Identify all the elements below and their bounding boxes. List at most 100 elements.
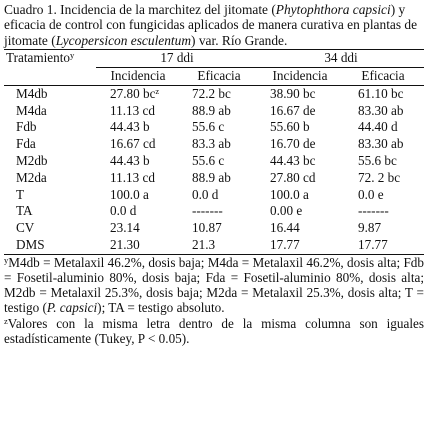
table-body: M4db 27.80 bcz 72.2 bc 38.90 bc 61.10 bc M4da… — [4, 85, 424, 255]
table-row: Fda 16.67 cd 83.3 ab 16.70 de 83.30 ab — [4, 136, 424, 153]
row-value-cell: 88.9 ab — [180, 103, 258, 120]
row-value: 44.43 b — [110, 153, 150, 168]
row-value-cell: 21.30 — [96, 236, 180, 255]
row-value-cell: 55.6 c — [180, 119, 258, 136]
row-value-cell: 83.3 ab — [180, 136, 258, 153]
row-value-cell: 16.67 de — [258, 103, 342, 120]
caption-lead: Cuadro 1. Incidencia de la marchitez del… — [4, 2, 276, 17]
row-value-cell: 0.0 e — [342, 187, 424, 204]
row-treatment: M4db — [16, 85, 48, 101]
row-value: 21.30 — [110, 236, 140, 252]
row-value-cell: 0.0 d — [96, 203, 180, 220]
header-row-sub: Incidencia Eficacia Incidencia Eficacia — [4, 67, 424, 86]
row-value-cell: 0.0 d — [180, 187, 258, 204]
row-value: 44.43 bc — [270, 153, 316, 168]
row-value: 61.10 bc — [358, 85, 404, 101]
row-value-cell: 27.80 cd — [258, 170, 342, 187]
table-row: Fdb 44.43 b 55.6 c 55.60 b 44.40 d — [4, 119, 424, 136]
footnote-z-sup: z — [4, 315, 8, 326]
row-treatment: Fda — [16, 136, 36, 152]
header-efficacy-17: Eficacia — [180, 67, 258, 86]
row-value-cell: 72. 2 bc — [342, 170, 424, 187]
header-efficacy-34: Eficacia — [342, 67, 424, 86]
table-row: M2db 44.43 b 55.6 c 44.43 bc 55.6 bc — [4, 153, 424, 170]
row-value: 11.13 cd — [110, 102, 155, 118]
row-value: 55.60 b — [270, 119, 310, 135]
row-value-cell: 44.40 d — [342, 119, 424, 136]
row-value: 55.6 bc — [358, 153, 397, 168]
row-value-cell: 100.0 a — [258, 187, 342, 204]
row-value: 16.67 cd — [110, 136, 156, 152]
footnote-z-text: Valores con la misma letra dentro de la … — [4, 315, 424, 346]
row-value: 23.14 — [110, 220, 140, 236]
row-value-cell: 44.43 b — [96, 153, 180, 170]
row-value-cell: 10.87 — [180, 220, 258, 237]
row-value-cell: 61.10 bc — [342, 85, 424, 102]
row-value: 21.3 — [192, 236, 216, 252]
row-treatment: M2da — [16, 169, 47, 185]
row-value-cell: 83.30 ab — [342, 136, 424, 153]
row-value-cell: 16.67 cd — [96, 136, 180, 153]
row-value: 44.43 b — [110, 119, 150, 135]
row-value-cell: 27.80 bcz — [96, 85, 180, 102]
row-value-sup: z — [155, 85, 160, 96]
row-value: 0.0 d — [110, 203, 137, 219]
footnote-z: zValores con la misma letra dentro de la… — [4, 316, 424, 346]
table-row: M4da 11.13 cd 88.9 ab 16.67 de 83.30 ab — [4, 103, 424, 120]
footnote-y-text: M4db = Metalaxil 46.2%, dosis baja; M4da… — [4, 254, 424, 316]
table-row: DMS 21.30 21.3 17.77 17.77 — [4, 236, 424, 255]
header-treatment-sup: y — [69, 50, 75, 61]
row-value: 72. 2 bc — [358, 169, 401, 185]
header-group-34ddi: 34 ddi — [258, 49, 424, 69]
row-treatment: M2db — [16, 153, 48, 168]
row-value: 55.6 c — [192, 119, 225, 135]
row-value-cell: 44.43 bc — [258, 153, 342, 170]
row-value-cell: 17.77 — [342, 236, 424, 255]
row-value: 38.90 bc — [270, 85, 316, 101]
caption-middle: ) y eficacia de control con fungicidas a… — [4, 2, 418, 48]
row-value-cell: 55.60 b — [258, 119, 342, 136]
table-caption: Cuadro 1. Incidencia de la marchitez del… — [4, 2, 424, 48]
row-value-cell: 9.87 — [342, 220, 424, 237]
row-value: 100.0 a — [110, 186, 149, 202]
row-value-cell: 55.6 bc — [342, 153, 424, 170]
row-value: 83.30 ab — [358, 102, 404, 118]
table-row: CV 23.14 10.87 16.44 9.87 — [4, 220, 424, 237]
row-value-cell: 23.14 — [96, 220, 180, 237]
footnote-y-text-end: ); TA = testigo absoluto. — [97, 300, 225, 316]
table-row: M4db 27.80 bcz 72.2 bc 38.90 bc 61.10 bc — [4, 85, 424, 102]
header-empty-cell — [4, 67, 96, 86]
row-value-cell: 21.3 — [180, 236, 258, 255]
header-row-groups: Tratamientoy 17 ddi 34 ddi — [4, 49, 424, 69]
row-treatment: DMS — [4, 236, 96, 255]
row-value: 0.00 e — [270, 203, 303, 219]
row-value-cell: 0.00 e — [258, 203, 342, 220]
row-treatment: TA — [16, 203, 33, 219]
table-row: T 100.0 a 0.0 d 100.0 a 0.0 e — [4, 187, 424, 204]
row-value-cell: ------- — [342, 203, 424, 220]
row-value-cell: 16.70 de — [258, 136, 342, 153]
caption-tail: ) var. Río Grande. — [191, 32, 288, 48]
row-value-cell: ------- — [180, 203, 258, 220]
row-value: 16.67 de — [270, 102, 316, 118]
row-value: 11.13 cd — [110, 169, 155, 185]
row-value: 17.77 — [270, 236, 300, 252]
row-value: 10.87 — [192, 220, 222, 236]
row-value: 44.40 d — [358, 119, 398, 135]
row-value: 0.0 e — [358, 186, 384, 202]
header-treatment: Tratamientoy — [4, 49, 96, 68]
row-value: 27.80 bc — [110, 85, 156, 101]
row-value: 55.6 c — [192, 153, 225, 168]
footnote-y-italic: P. capsici — [46, 300, 98, 316]
row-value: ------- — [192, 203, 223, 219]
table-row: M2da 11.13 cd 88.9 ab 27.80 cd 72. 2 bc — [4, 170, 424, 187]
caption-pathogen-name: Phytophthora capsici — [275, 2, 391, 17]
row-value-cell: 11.13 cd — [96, 103, 180, 120]
row-value-cell: 17.77 — [258, 236, 342, 255]
row-value: ------- — [358, 203, 389, 219]
header-group-17ddi: 17 ddi — [96, 49, 258, 69]
row-value: 17.77 — [358, 236, 388, 252]
footnote-y: yM4db = Metalaxil 46.2%, dosis baja; M4d… — [4, 255, 424, 316]
row-value: 100.0 a — [270, 186, 309, 202]
